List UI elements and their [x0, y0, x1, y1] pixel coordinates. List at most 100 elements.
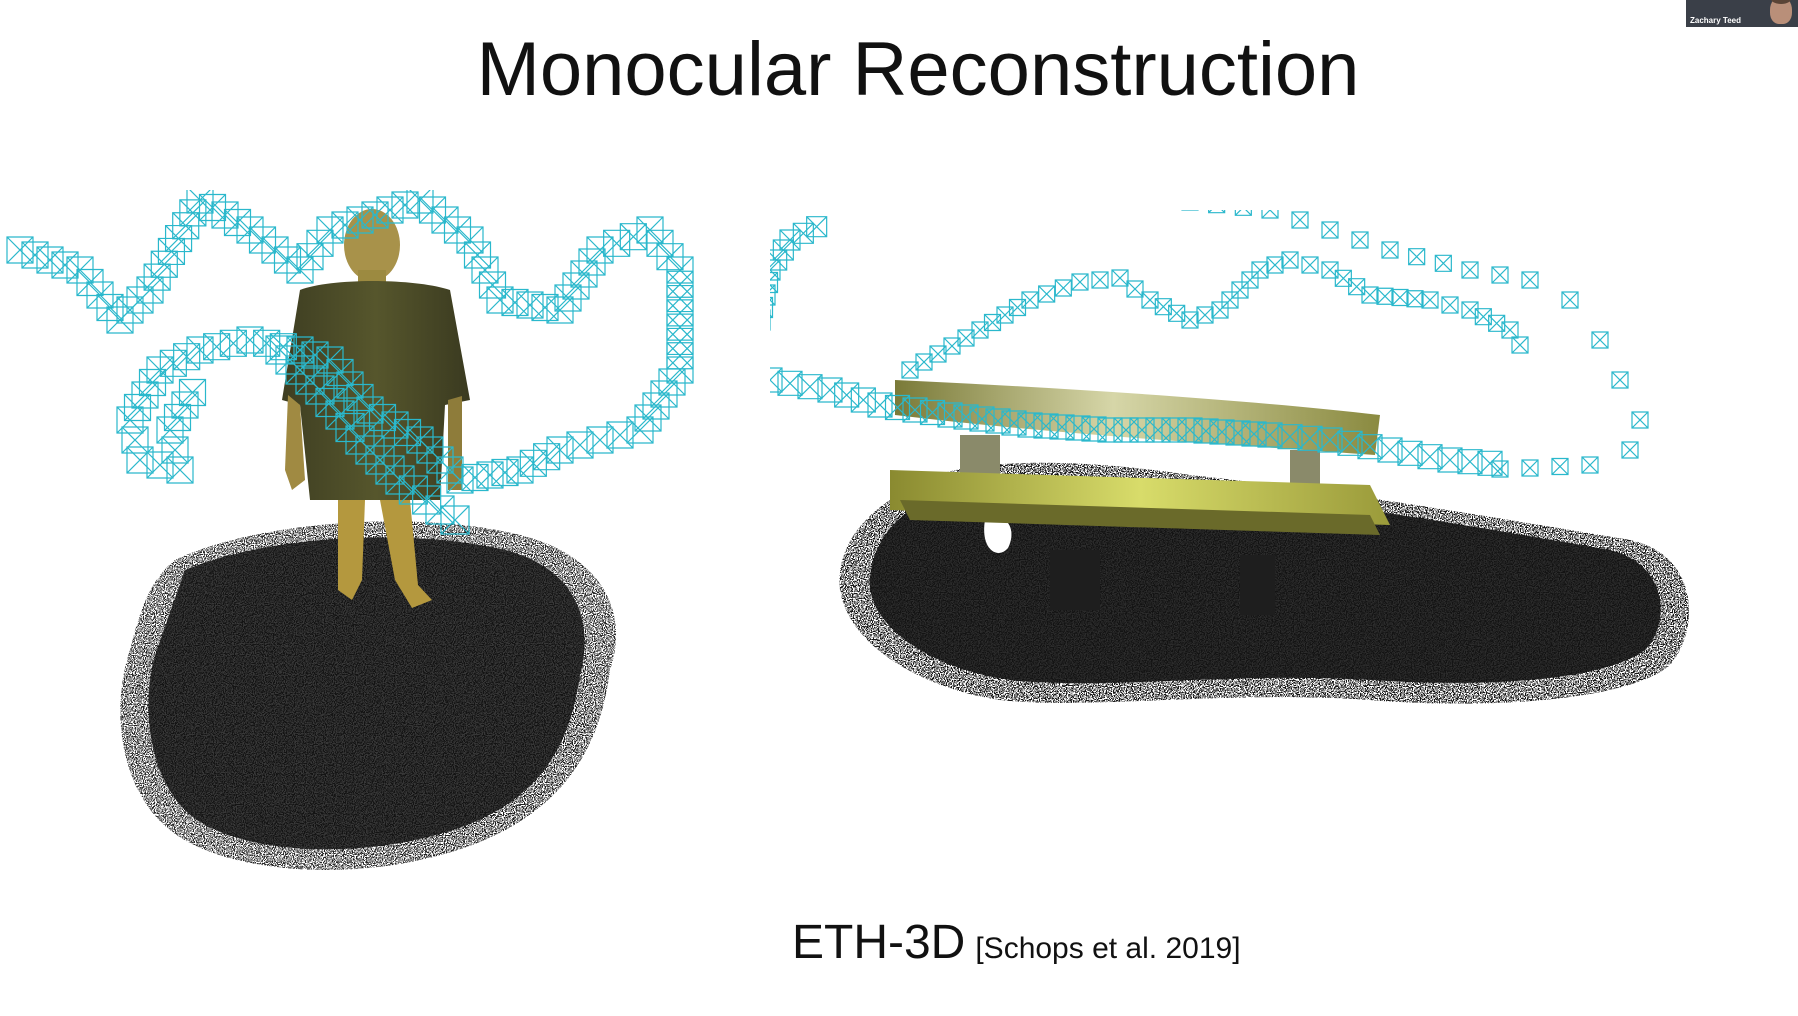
camera-frustum — [178, 378, 207, 407]
camera-frustum — [305, 375, 335, 405]
camera-frustum — [1521, 459, 1539, 477]
camera-frustum — [1209, 419, 1235, 445]
camera-frustum — [1581, 456, 1599, 474]
camera-frustum — [1621, 441, 1639, 459]
camera-frustum — [658, 368, 686, 396]
camera-frustum — [1071, 273, 1089, 291]
camera-frustum — [1081, 416, 1107, 442]
camera-frustum — [6, 236, 34, 264]
camera-frustum — [478, 271, 507, 299]
camera-frustum — [901, 361, 919, 379]
camera-frustum — [1491, 266, 1509, 284]
camera-frustum — [361, 201, 389, 229]
camera-frustum — [603, 229, 631, 257]
camera-frustum — [121, 426, 149, 454]
camera-frustum — [166, 456, 194, 484]
camera-frustum — [1421, 291, 1439, 309]
camera-frustum — [666, 284, 694, 313]
camera-frustum — [1021, 291, 1039, 309]
camera-frustum — [1266, 256, 1284, 274]
camera-frustum — [770, 271, 779, 294]
camera-frustum — [315, 387, 345, 418]
camera-frustum — [1321, 221, 1339, 239]
camera-frustum — [566, 431, 594, 459]
camera-frustum — [391, 191, 419, 219]
camera-frustum — [1406, 290, 1424, 308]
camera-frustum — [440, 505, 470, 535]
camera-frustum — [203, 333, 231, 361]
camera-frustum — [770, 296, 774, 319]
camera-frustum — [1033, 413, 1059, 439]
camera-frustum — [1241, 421, 1267, 447]
slide-caption: ETH-3D [Schops et al. 2019] — [792, 915, 1241, 970]
camera-frustum — [586, 426, 614, 454]
camera-frustum — [116, 406, 144, 434]
camera-frustum — [316, 216, 344, 244]
camera-frustum — [666, 342, 694, 370]
camera-trajectory — [6, 190, 694, 535]
camera-frustum — [586, 236, 614, 264]
camera-frustum — [983, 313, 1002, 332]
slide-title: Monocular Reconstruction — [476, 27, 1360, 112]
camera-frustum — [666, 327, 694, 356]
camera-frustum — [1281, 251, 1299, 269]
camera-frustum — [1193, 418, 1219, 444]
camera-frustum — [937, 402, 963, 428]
camera-frustum — [1521, 271, 1539, 289]
camera-frustum — [1351, 231, 1369, 249]
camera-frustum — [376, 196, 404, 224]
camera-frustum — [1111, 269, 1129, 287]
camera-frustum — [806, 216, 828, 238]
camera-frustum — [1611, 371, 1629, 389]
camera-frustum — [1126, 280, 1144, 298]
camera-frustum — [1177, 417, 1203, 443]
participant-hair — [1771, 0, 1791, 4]
camera-frustum — [666, 313, 694, 341]
camera-frustum — [1017, 412, 1043, 438]
camera-frustum — [1501, 321, 1519, 339]
camera-frustum — [1477, 450, 1503, 476]
camera-frustum — [1196, 306, 1214, 324]
camera-frustum — [1234, 210, 1252, 216]
camera-trajectory — [770, 210, 1649, 478]
camera-frustum — [1561, 291, 1579, 309]
camera-frustum — [463, 241, 492, 269]
camera-frustum — [1441, 296, 1459, 314]
camera-frustum — [902, 397, 928, 423]
camera-frustum — [253, 329, 281, 357]
camera-frustum — [161, 436, 189, 464]
camera-frustum — [1208, 210, 1226, 214]
camera-frustum — [915, 353, 933, 371]
dataset-name: ETH-3D — [792, 916, 966, 969]
camera-frustum — [919, 399, 946, 426]
camera-frustum — [650, 380, 678, 408]
camera-frustum — [1491, 460, 1509, 478]
camera-frustum — [1181, 311, 1199, 329]
camera-frustum — [219, 329, 247, 357]
citation: [Schops et al. 2019] — [975, 932, 1241, 965]
camera-frustum — [666, 270, 694, 298]
camera-frustum — [634, 404, 662, 432]
camera-frustum — [867, 392, 893, 418]
camera-frustum — [1381, 241, 1399, 259]
camera-frustum — [1391, 288, 1409, 307]
camera-frustum — [471, 256, 499, 284]
camera-frustum — [666, 356, 694, 384]
camera-frustum — [1408, 248, 1426, 266]
camera-frustum — [817, 377, 843, 403]
camera-frustum — [325, 400, 355, 430]
camera-frustum — [834, 382, 860, 408]
camera-frustum — [562, 272, 590, 300]
camera-frustum — [578, 248, 606, 276]
camera-frustum — [1065, 415, 1091, 441]
camera-frustum — [985, 408, 1011, 434]
camera-frustum — [546, 296, 574, 324]
participant-video-tile[interactable]: Zachary Teed — [1686, 0, 1798, 27]
camera-frustum — [619, 223, 647, 251]
camera-frustum — [331, 211, 359, 239]
camera-frustum — [1301, 256, 1319, 274]
camera-frustum — [1511, 336, 1529, 354]
camera-frustum — [1001, 410, 1027, 436]
camera-frustum — [1376, 287, 1394, 305]
